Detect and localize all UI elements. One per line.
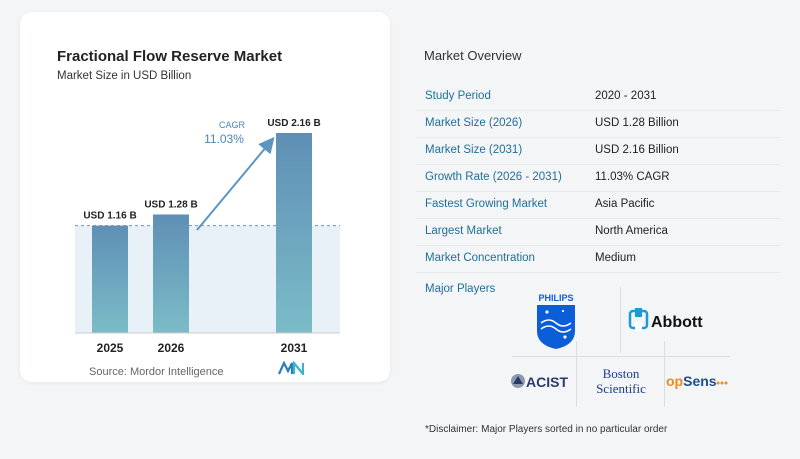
x-tick-label: 2026 (158, 341, 185, 355)
cagr-value: 11.03% (204, 132, 244, 146)
overview-label: Growth Rate (2026 - 2031) (425, 171, 562, 183)
boston-scientific-logo: Boston Scientific (580, 362, 662, 400)
grid-divider (620, 287, 621, 353)
overview-value: Medium (595, 252, 636, 264)
bar (92, 225, 128, 333)
acist-logo: ACIST (508, 366, 574, 396)
opsens-logo: opSens (666, 366, 730, 396)
x-tick-label: 2025 (97, 341, 124, 355)
grid-divider (512, 356, 730, 357)
disclaimer-text: *Disclaimer: Major Players sorted in no … (425, 424, 668, 435)
opsens-sens: Sens (683, 373, 717, 389)
abbott-logo-icon: Abbott (628, 308, 703, 331)
grid-divider (576, 341, 577, 407)
overview-row: Fastest Growing Market Asia Pacific (416, 192, 780, 219)
overview-label: Market Size (2031) (425, 144, 523, 156)
source-text: Source: Mordor Intelligence (89, 366, 224, 378)
boston-wordmark: Boston (603, 366, 640, 381)
bar (276, 133, 312, 333)
overview-row: Market Size (2031) USD 2.16 Billion (416, 138, 780, 165)
scientific-wordmark: Scientific (596, 381, 646, 396)
overview-label: Fastest Growing Market (425, 198, 548, 210)
philips-logo: PHILIPS (524, 290, 588, 352)
chart-title: Fractional Flow Reserve Market (57, 48, 283, 65)
data-label: USD 2.16 B (267, 118, 320, 129)
philips-wordmark: PHILIPS (538, 293, 573, 303)
chart-subtitle: Market Size in USD Billion (57, 70, 192, 82)
overview-row: Largest Market North America (416, 219, 780, 246)
overview-label: Largest Market (425, 225, 502, 237)
overview-row: Market Concentration Medium (416, 246, 780, 273)
acist-wordmark: ACIST (526, 374, 568, 390)
overview-value: 11.03% CAGR (595, 171, 670, 183)
svg-text:opSens: opSens (666, 373, 717, 389)
overview-title: Market Overview (424, 48, 522, 63)
overview-value: 2020 - 2031 (595, 90, 657, 102)
overview-value: Asia Pacific (595, 198, 655, 210)
data-label: USD 1.28 B (144, 199, 197, 210)
overview-row: Study Period 2020 - 2031 (416, 84, 780, 111)
overview-value: USD 2.16 Billion (595, 144, 679, 156)
abbott-logo: Abbott (622, 300, 730, 340)
overview-row: Market Size (2026) USD 1.28 Billion (416, 111, 780, 138)
opsens-logo-icon: opSens (666, 373, 728, 389)
mordor-logo-icon (278, 361, 304, 375)
abbott-wordmark: Abbott (651, 314, 703, 331)
overview-value: North America (595, 225, 668, 237)
overview-label: Market Size (2026) (425, 117, 523, 129)
cagr-arrow (196, 136, 275, 231)
major-players-label: Major Players (425, 283, 496, 295)
philips-shield-icon: PHILIPS (537, 293, 575, 349)
data-label: USD 1.16 B (83, 211, 136, 222)
boston-scientific-logo-icon: Boston Scientific (596, 366, 646, 396)
overview-label: Study Period (425, 90, 491, 102)
bar-chart: USD 1.16 B USD 1.28 B USD 2.16 B 2025 2026 20… (75, 118, 340, 355)
grid-divider (664, 341, 665, 407)
overview-label: Market Concentration (425, 252, 535, 264)
x-tick-label: 2031 (281, 341, 308, 355)
acist-logo-icon: ACIST (511, 374, 568, 390)
opsens-op: op (666, 373, 683, 389)
bar (153, 214, 189, 333)
overview-value: USD 1.28 Billion (595, 117, 679, 129)
overview-row: Growth Rate (2026 - 2031) 11.03% CAGR (416, 165, 780, 192)
cagr-label: CAGR (219, 120, 246, 130)
